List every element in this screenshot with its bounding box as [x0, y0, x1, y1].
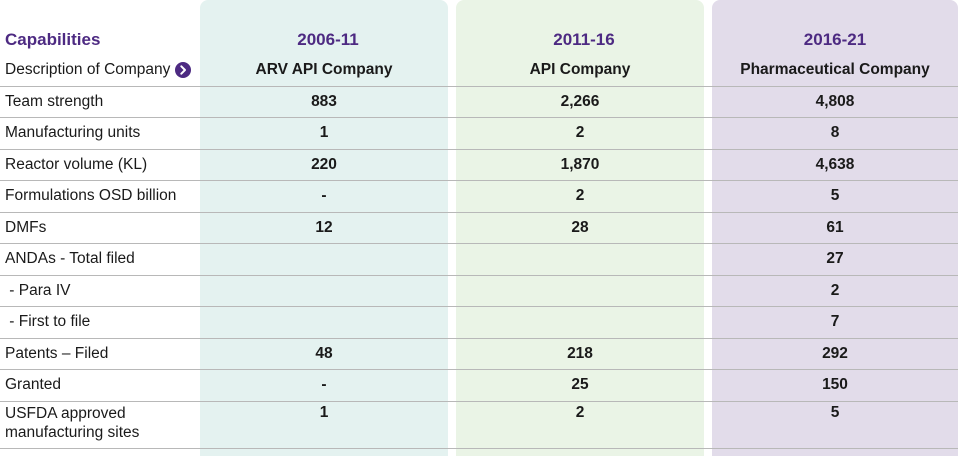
cell-value: -	[200, 180, 456, 213]
cell-value: 28	[456, 212, 712, 244]
table-row: - First to file 7	[0, 306, 958, 339]
cell-value: 1,870	[456, 149, 712, 181]
cell-value: 1	[200, 401, 456, 449]
row-label: DMFs	[0, 212, 200, 244]
period-heading: 2011-16	[553, 29, 615, 49]
cell-value: Pharmaceutical Company	[712, 55, 958, 87]
period-heading: 2016-21	[803, 29, 867, 49]
table-row: - Para IV 2	[0, 275, 958, 307]
cell-value	[456, 275, 712, 307]
cell-value: 2	[456, 401, 712, 449]
cell-value: 25	[456, 369, 712, 402]
cell-value: 4,808	[712, 86, 958, 118]
row-label: Formulations OSD billion	[0, 180, 200, 213]
cell-value: 2	[456, 180, 712, 213]
chevron-right-circle-icon	[175, 62, 192, 79]
cell-value: -	[200, 369, 456, 402]
cell-value: 12	[200, 212, 456, 244]
cell-value: 2	[456, 117, 712, 150]
cell-value: 218	[456, 338, 712, 370]
header-row: Capabilities 2006-11 2011-16 2016-21	[0, 24, 958, 55]
capabilities-table: Capabilities 2006-11 2011-16 2016-21 Des…	[0, 24, 958, 449]
row-label: Description of Company	[5, 61, 171, 79]
cell-value	[200, 275, 456, 307]
row-label: USFDA approved manufacturing sites	[0, 401, 200, 449]
row-label: Team strength	[0, 86, 200, 118]
cell-value: 5	[712, 401, 958, 449]
cell-value: 5	[712, 180, 958, 213]
table-row: Reactor volume (KL) 220 1,870 4,638	[0, 149, 958, 181]
cell-value: 27	[712, 243, 958, 276]
table-row: Granted - 25 150	[0, 369, 958, 402]
row-label: Granted	[0, 369, 200, 402]
cell-value	[456, 306, 712, 339]
cell-value: 292	[712, 338, 958, 370]
cell-value: 2,266	[456, 86, 712, 118]
cell-value: 48	[200, 338, 456, 370]
row-label: - First to file	[0, 306, 200, 339]
table-row: Patents – Filed 48 218 292	[0, 338, 958, 370]
table-row: Manufacturing units 1 2 8	[0, 117, 958, 150]
cell-value	[456, 243, 712, 276]
table-row: USFDA approved manufacturing sites 1 2 5	[0, 401, 958, 449]
cell-value: 8	[712, 117, 958, 150]
row-label: - Para IV	[0, 275, 200, 307]
cell-value: 2	[712, 275, 958, 307]
table-row: Formulations OSD billion - 2 5	[0, 180, 958, 213]
cell-value	[200, 306, 456, 339]
row-label: Patents – Filed	[0, 338, 200, 370]
cell-value: API Company	[456, 55, 712, 87]
period-heading: 2006-11	[297, 29, 359, 49]
cell-value: 4,638	[712, 149, 958, 181]
cell-value: 1	[200, 117, 456, 150]
capabilities-heading: Capabilities	[5, 29, 101, 49]
cell-value: 150	[712, 369, 958, 402]
cell-value: 220	[200, 149, 456, 181]
table-row: ANDAs - Total filed 27	[0, 243, 958, 276]
cell-value: 7	[712, 306, 958, 339]
cell-value: 61	[712, 212, 958, 244]
table-row: DMFs 12 28 61	[0, 212, 958, 244]
row-label: ANDAs - Total filed	[0, 243, 200, 276]
table-row: Team strength 883 2,266 4,808	[0, 86, 958, 118]
table-row: Description of Company ARV API Company A…	[0, 55, 958, 87]
cell-value	[200, 243, 456, 276]
row-label: Reactor volume (KL)	[0, 149, 200, 181]
cell-value: 883	[200, 86, 456, 118]
cell-value: ARV API Company	[200, 55, 456, 87]
row-label: Manufacturing units	[0, 117, 200, 150]
